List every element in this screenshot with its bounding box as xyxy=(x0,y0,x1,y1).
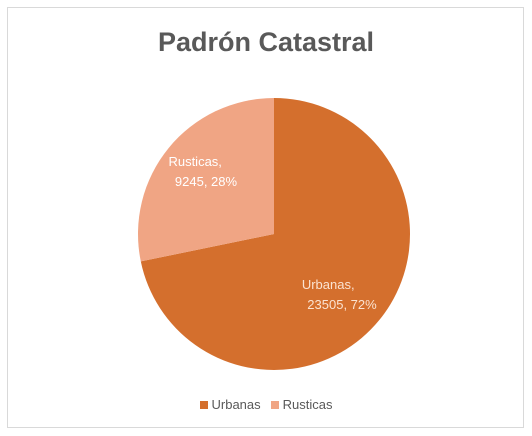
data-label-rusticas-value: 9245, 28% xyxy=(175,174,238,189)
legend-item-urbanas: Urbanas xyxy=(199,397,261,412)
legend-swatch-rusticas xyxy=(270,400,279,409)
legend-swatch-urbanas xyxy=(199,400,208,409)
pie-slice-urbanas xyxy=(140,98,411,370)
legend-label-urbanas: Urbanas xyxy=(211,397,261,412)
data-label-rusticas: Rusticas, 9245, 28% xyxy=(168,154,237,189)
data-label-urbanas-value: 23505, 72% xyxy=(307,297,377,312)
data-label-urbanas: Urbanas, 23505, 72% xyxy=(302,277,377,312)
data-label-rusticas-name: Rusticas, xyxy=(168,154,221,169)
chart-legend: Urbanas Rusticas xyxy=(0,397,532,412)
chart-title: Padrón Catastral xyxy=(157,27,375,57)
data-label-urbanas-name: Urbanas, xyxy=(302,277,355,292)
pie-slice-rusticas xyxy=(138,98,274,262)
legend-item-rusticas: Rusticas xyxy=(270,397,333,412)
legend-label-rusticas: Rusticas xyxy=(282,397,333,412)
